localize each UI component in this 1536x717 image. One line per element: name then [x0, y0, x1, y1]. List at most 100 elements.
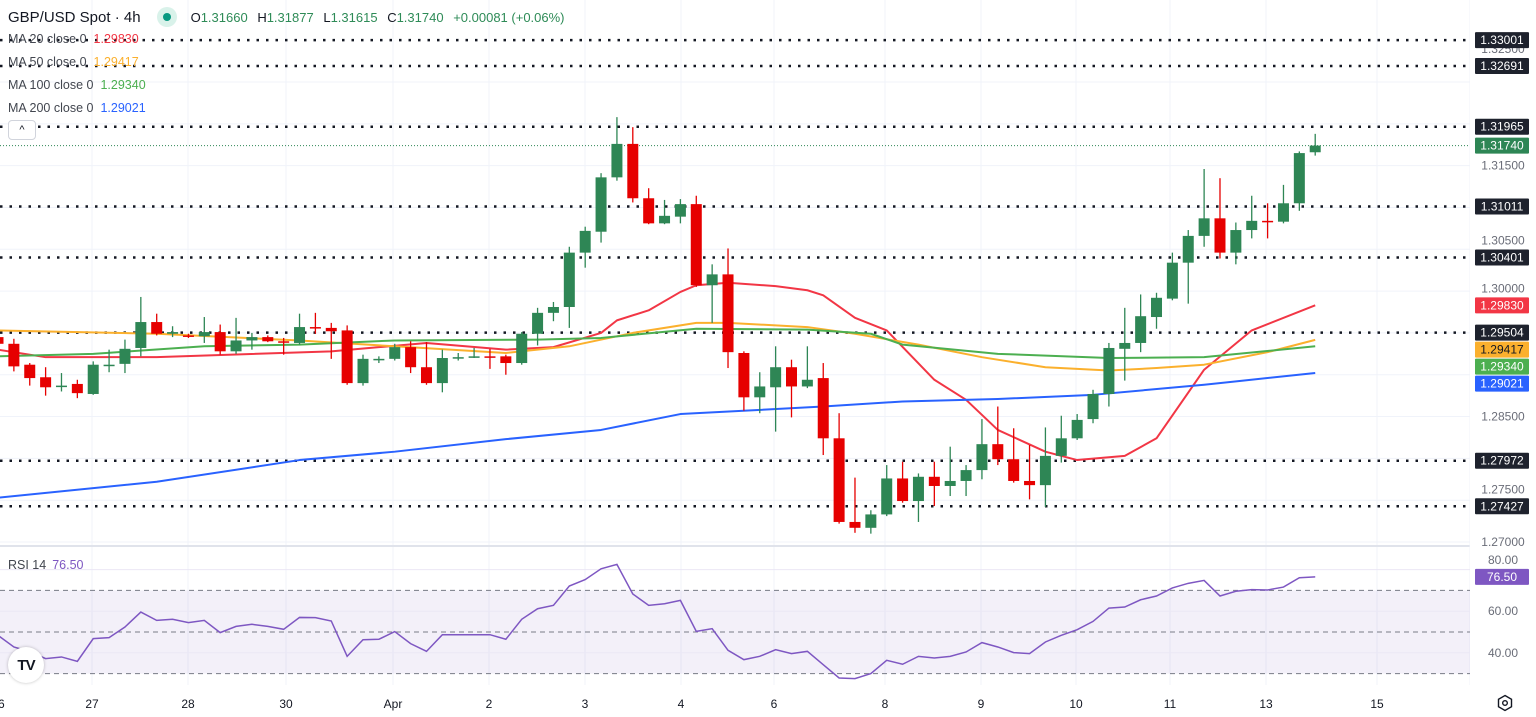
candle-body: [611, 143, 623, 178]
candle: [278, 337, 290, 355]
legend-label: MA 50 close 0: [8, 55, 87, 69]
close-value: 1.31740: [396, 9, 444, 25]
candle: [1151, 292, 1163, 329]
candle-body: [1309, 145, 1321, 153]
rsi-legend[interactable]: RSI 14 76.50: [8, 558, 84, 572]
candle: [1071, 414, 1083, 440]
legend-ma-100[interactable]: MA 100 close 0 1.29340: [8, 78, 146, 92]
ma-price-tag-bg: [1475, 375, 1529, 392]
candle: [674, 199, 686, 224]
candle: [357, 354, 369, 386]
settings-icon[interactable]: [1496, 694, 1514, 712]
candle: [1198, 168, 1210, 247]
candle-body: [754, 386, 766, 398]
candle-body: [294, 327, 306, 343]
candle-body: [897, 478, 909, 502]
low-label: L: [323, 9, 331, 25]
level-price-tag-bg: [1475, 118, 1529, 135]
tradingview-logo[interactable]: TV: [8, 647, 44, 683]
candle: [309, 312, 321, 334]
candle-body: [1182, 235, 1194, 263]
candle: [71, 379, 83, 399]
candle: [135, 296, 147, 357]
candle: [865, 510, 877, 534]
price-tick-label: 1.27000: [1481, 535, 1525, 549]
candle: [55, 373, 67, 392]
rsi-tag-bg: [1475, 568, 1529, 585]
grid: [0, 0, 1536, 685]
market-status-icon[interactable]: [156, 7, 177, 27]
candle-body: [786, 367, 797, 387]
candle-body: [246, 337, 258, 341]
price-tick-label: 1.31500: [1481, 159, 1525, 173]
candle: [690, 195, 702, 287]
last-price-tag-bg: [1475, 137, 1529, 154]
candle: [897, 461, 909, 503]
candle: [294, 313, 306, 345]
candle: [214, 324, 226, 355]
candle: [722, 248, 734, 369]
candle: [754, 372, 766, 414]
candle-body: [1119, 342, 1131, 349]
legend-ma-20[interactable]: MA 20 close 0 1.29830: [8, 32, 139, 46]
candle-body: [595, 177, 607, 232]
candle-body: [849, 521, 861, 528]
candle-body: [500, 356, 512, 364]
candle: [1039, 427, 1051, 507]
level-price-tag-bg: [1475, 198, 1529, 215]
candle: [151, 313, 163, 336]
candle: [182, 333, 194, 338]
candle-body: [55, 385, 67, 388]
candle-body: [452, 357, 464, 359]
legend-ma-200[interactable]: MA 200 close 0 1.29021: [8, 101, 146, 115]
candle-body: [817, 378, 829, 439]
candle: [8, 338, 20, 372]
collapse-legend-button[interactable]: ^: [8, 120, 36, 140]
candle-body: [1277, 203, 1289, 222]
candle-body: [151, 322, 163, 334]
legend-ma-50[interactable]: MA 50 close 0 1.29417: [8, 55, 139, 69]
candle-body: [532, 312, 544, 334]
candle-body: [770, 367, 782, 388]
time-tick-label: 9: [978, 697, 985, 711]
change-value: +0.00081 (+0.06%): [453, 9, 565, 25]
rsi-tick-label: 80.00: [1488, 553, 1518, 567]
candle-body: [547, 306, 559, 313]
level-price-tag: 1.27972: [1480, 454, 1524, 468]
level-price-tag: 1.29504: [1480, 326, 1524, 340]
ma-price-tag: 1.29830: [1480, 298, 1524, 312]
level-price-tag-bg: [1475, 324, 1529, 341]
candle: [24, 363, 36, 386]
price-axis[interactable]: 1.325001.315001.305001.300001.285001.275…: [1470, 0, 1536, 717]
candle-body: [278, 341, 290, 343]
candle: [928, 461, 940, 507]
horizontal-levels[interactable]: [0, 38, 1470, 508]
candle: [770, 346, 782, 432]
candle: [881, 465, 893, 517]
candle-body: [1024, 480, 1036, 486]
rsi-line: [0, 563, 1316, 680]
symbol-title[interactable]: GBP/USD Spot · 4h: [8, 8, 141, 26]
candle: [960, 465, 972, 497]
time-axis[interactable]: 26 27 28 30 Apr 2 3 4 6 8 9 10 11 13 15: [0, 697, 1384, 711]
candle: [1135, 294, 1147, 353]
candle: [325, 322, 337, 359]
time-tick-label: 10: [1069, 697, 1083, 711]
candle: [405, 341, 417, 374]
candle-body: [325, 327, 337, 332]
time-tick-label: 6: [771, 697, 778, 711]
candle-body: [1039, 455, 1051, 486]
close-label: C: [387, 9, 397, 25]
candle-body: [627, 143, 639, 199]
candle: [1166, 252, 1178, 301]
level-price-tag-bg: [1475, 32, 1529, 49]
candle-body: [738, 352, 750, 398]
candle: [1024, 444, 1036, 500]
candle: [1293, 151, 1305, 211]
candle-body: [1087, 393, 1099, 420]
candle-body: [71, 383, 83, 394]
candle-body: [1293, 153, 1305, 204]
candle: [532, 307, 544, 346]
candle: [944, 446, 956, 497]
